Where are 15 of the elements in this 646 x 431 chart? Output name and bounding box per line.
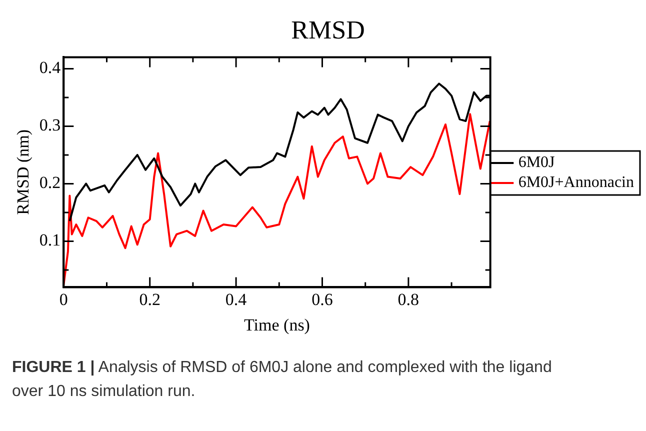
y-tick-label: 0.3 — [39, 116, 61, 135]
legend-label: 6M0J+Annonacin — [518, 174, 634, 192]
x-tick-label: 0.4 — [225, 290, 248, 309]
x-tick-label: 0.6 — [312, 290, 333, 309]
y-axis-title: RMSD (nm) — [14, 129, 33, 215]
x-tick-label: 0.2 — [139, 290, 160, 309]
chart-title: RMSD — [291, 15, 365, 44]
legend-label: 6M0J — [518, 154, 555, 172]
y-tick-label: 0.2 — [39, 173, 61, 192]
x-axis-title: Time (ns) — [244, 315, 310, 334]
x-tick-label: 0 — [59, 290, 68, 309]
y-tick-label: 0.1 — [39, 230, 61, 250]
caption: FIGURE 1 | Analysis of RMSD of 6M0J alone and complexed with the ligand over 10 ns simulation run. — [12, 359, 552, 400]
x-tick-label: 0.8 — [398, 290, 420, 309]
y-tick-label: 0.4 — [39, 58, 62, 78]
